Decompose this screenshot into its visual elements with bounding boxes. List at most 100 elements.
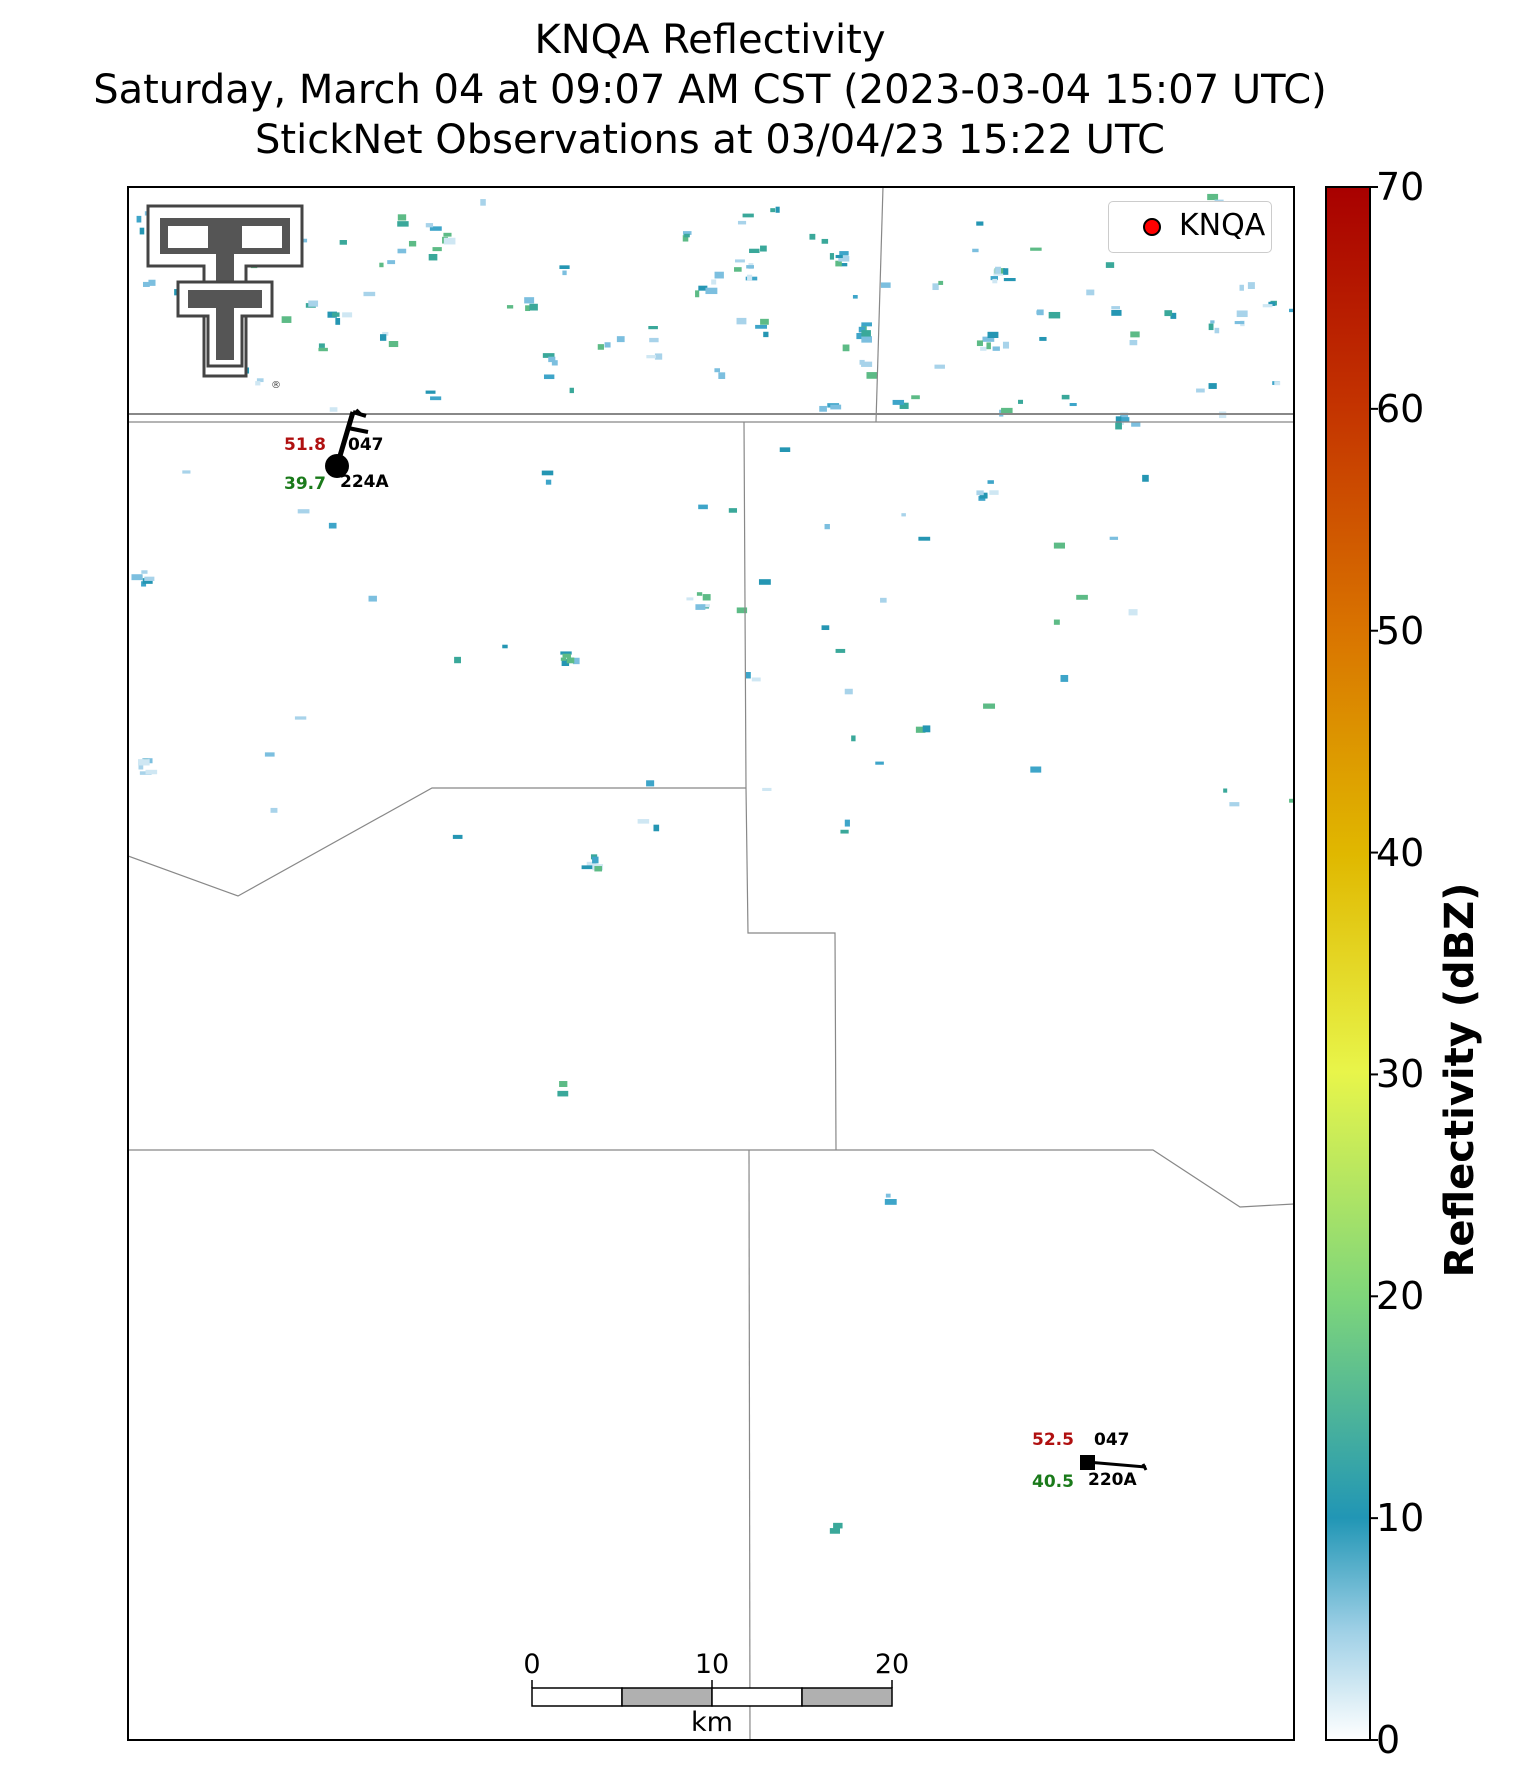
echo-pixel xyxy=(714,271,724,279)
echo-pixel xyxy=(1164,310,1173,317)
echo-pixel xyxy=(695,604,706,610)
svg-text:®: ® xyxy=(271,380,281,391)
echo-pixel xyxy=(1229,802,1240,807)
chart-title: KNQA Reflectivity xyxy=(534,17,886,63)
colorbar-tick-label: 0 xyxy=(1376,1718,1401,1762)
echo-pixel xyxy=(255,381,261,386)
echo-pixel xyxy=(763,331,769,338)
map-frame xyxy=(127,186,1295,1741)
echo-pixel xyxy=(335,318,341,325)
echo-pixel xyxy=(428,253,438,261)
echo-pixel xyxy=(1003,268,1009,275)
echo-pixel xyxy=(842,344,850,352)
echo-pixel xyxy=(711,279,717,285)
county-line-center xyxy=(743,421,837,1151)
echo-pixel xyxy=(429,226,442,231)
echo-pixel xyxy=(1289,798,1294,803)
echo-pixel xyxy=(858,326,866,333)
echo-pixel xyxy=(684,233,690,238)
echo-pixel xyxy=(502,644,508,649)
echo-pixel xyxy=(976,490,984,496)
echo-pixel xyxy=(851,735,856,742)
echo-pixel xyxy=(758,579,771,585)
echo-pixel xyxy=(979,492,988,499)
echo-pixel xyxy=(1018,399,1024,404)
echo-pixel xyxy=(934,364,945,369)
echo-pixel xyxy=(525,305,530,312)
echo-pixel xyxy=(342,312,353,318)
echo-pixel xyxy=(1128,609,1138,616)
echo-pixel xyxy=(1036,310,1044,315)
echo-pixel xyxy=(379,262,384,268)
echo-pixel xyxy=(506,305,514,309)
echo-pixel xyxy=(835,648,846,653)
echo-pixel xyxy=(1131,421,1141,427)
echo-pixel xyxy=(986,342,991,350)
echo-pixel xyxy=(560,651,572,655)
echo-pixel xyxy=(597,344,604,350)
echo-pixel xyxy=(770,208,776,213)
echo-pixel xyxy=(551,360,558,366)
echo-pixel xyxy=(1274,381,1281,386)
echo-pixel xyxy=(1210,320,1215,324)
echo-pixel xyxy=(938,280,944,285)
scale-tick-0: 0 xyxy=(523,1649,541,1680)
echo-pixel xyxy=(142,281,150,287)
echo-pixel xyxy=(1002,341,1010,349)
echo-pixel xyxy=(566,657,575,664)
echo-pixel xyxy=(586,861,597,868)
county-boundaries xyxy=(128,187,1294,1740)
echo-pixel xyxy=(1060,674,1069,682)
echo-pixel xyxy=(1048,311,1061,319)
colorbar-tick-label: 70 xyxy=(1376,165,1425,209)
echo-pixel xyxy=(1288,308,1294,313)
echo-pixel xyxy=(686,597,694,601)
echo-pixel xyxy=(990,276,998,281)
echo-pixel xyxy=(541,470,554,476)
echo-pixel xyxy=(559,265,570,270)
echo-pixel xyxy=(833,1522,843,1529)
echo-pixel xyxy=(594,866,603,872)
echo-pixel xyxy=(297,509,310,514)
echo-pixel xyxy=(294,716,307,720)
echo-pixel xyxy=(884,1199,897,1205)
echo-pixel xyxy=(572,657,580,665)
echo-pixel xyxy=(972,248,979,253)
echo-pixel xyxy=(1214,327,1220,334)
echo-pixel xyxy=(856,332,867,340)
colorbar-tick-label: 50 xyxy=(1376,608,1425,653)
echo-pixel xyxy=(682,235,689,242)
echo-pixel xyxy=(1111,306,1121,310)
echo-pixel xyxy=(698,504,708,510)
echo-pixel xyxy=(918,536,931,541)
echo-pixel xyxy=(736,317,747,325)
echo-pixel xyxy=(397,248,407,254)
echo-pixel xyxy=(443,232,452,237)
echo-pixel xyxy=(379,334,387,341)
echo-pixel xyxy=(779,447,791,452)
echo-pixel xyxy=(880,282,891,288)
echo-pixel xyxy=(829,1528,840,1534)
echo-pixel xyxy=(270,807,278,813)
station-224A-name: 224A xyxy=(340,472,389,492)
echo-pixel xyxy=(1039,336,1047,341)
echo-pixel xyxy=(705,287,718,295)
echo-pixel xyxy=(1262,304,1273,308)
echo-pixel xyxy=(698,285,708,291)
echo-pixel xyxy=(1120,412,1129,419)
echo-pixel xyxy=(1111,309,1122,316)
echo-pixel xyxy=(838,256,850,262)
legend-label: KNQA xyxy=(1179,208,1266,243)
echo-pixel xyxy=(695,290,700,298)
echo-pixel xyxy=(329,407,338,412)
echo-pixel xyxy=(992,278,998,284)
echo-pixel xyxy=(1115,416,1122,423)
station-224A-temperature: 51.8 xyxy=(284,435,326,455)
echo-pixel xyxy=(1030,247,1042,251)
echo-pixel xyxy=(746,265,754,269)
echo-pixel xyxy=(819,405,827,412)
echo-pixel xyxy=(136,215,142,223)
echo-pixel xyxy=(1208,323,1214,331)
echo-pixel xyxy=(182,470,191,474)
echo-pixel xyxy=(148,279,156,286)
